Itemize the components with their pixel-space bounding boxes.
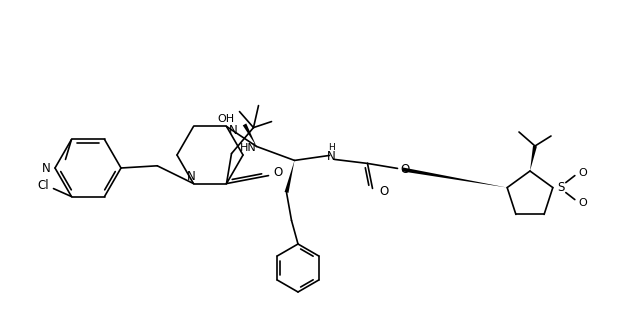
Text: O: O xyxy=(578,168,587,178)
Text: H: H xyxy=(328,143,335,152)
Text: O: O xyxy=(274,166,283,179)
Text: N: N xyxy=(187,170,196,183)
Text: N: N xyxy=(41,162,50,174)
Polygon shape xyxy=(284,160,295,193)
Text: HN: HN xyxy=(239,143,256,153)
Text: N: N xyxy=(327,150,336,163)
Text: O: O xyxy=(578,197,587,208)
Text: N: N xyxy=(229,124,238,137)
Text: S: S xyxy=(557,181,565,194)
Polygon shape xyxy=(402,167,507,188)
Polygon shape xyxy=(530,146,537,171)
Text: O: O xyxy=(401,163,410,176)
Text: OH: OH xyxy=(217,115,234,124)
Polygon shape xyxy=(243,124,256,147)
Text: O: O xyxy=(380,185,389,198)
Text: Cl: Cl xyxy=(38,179,50,192)
